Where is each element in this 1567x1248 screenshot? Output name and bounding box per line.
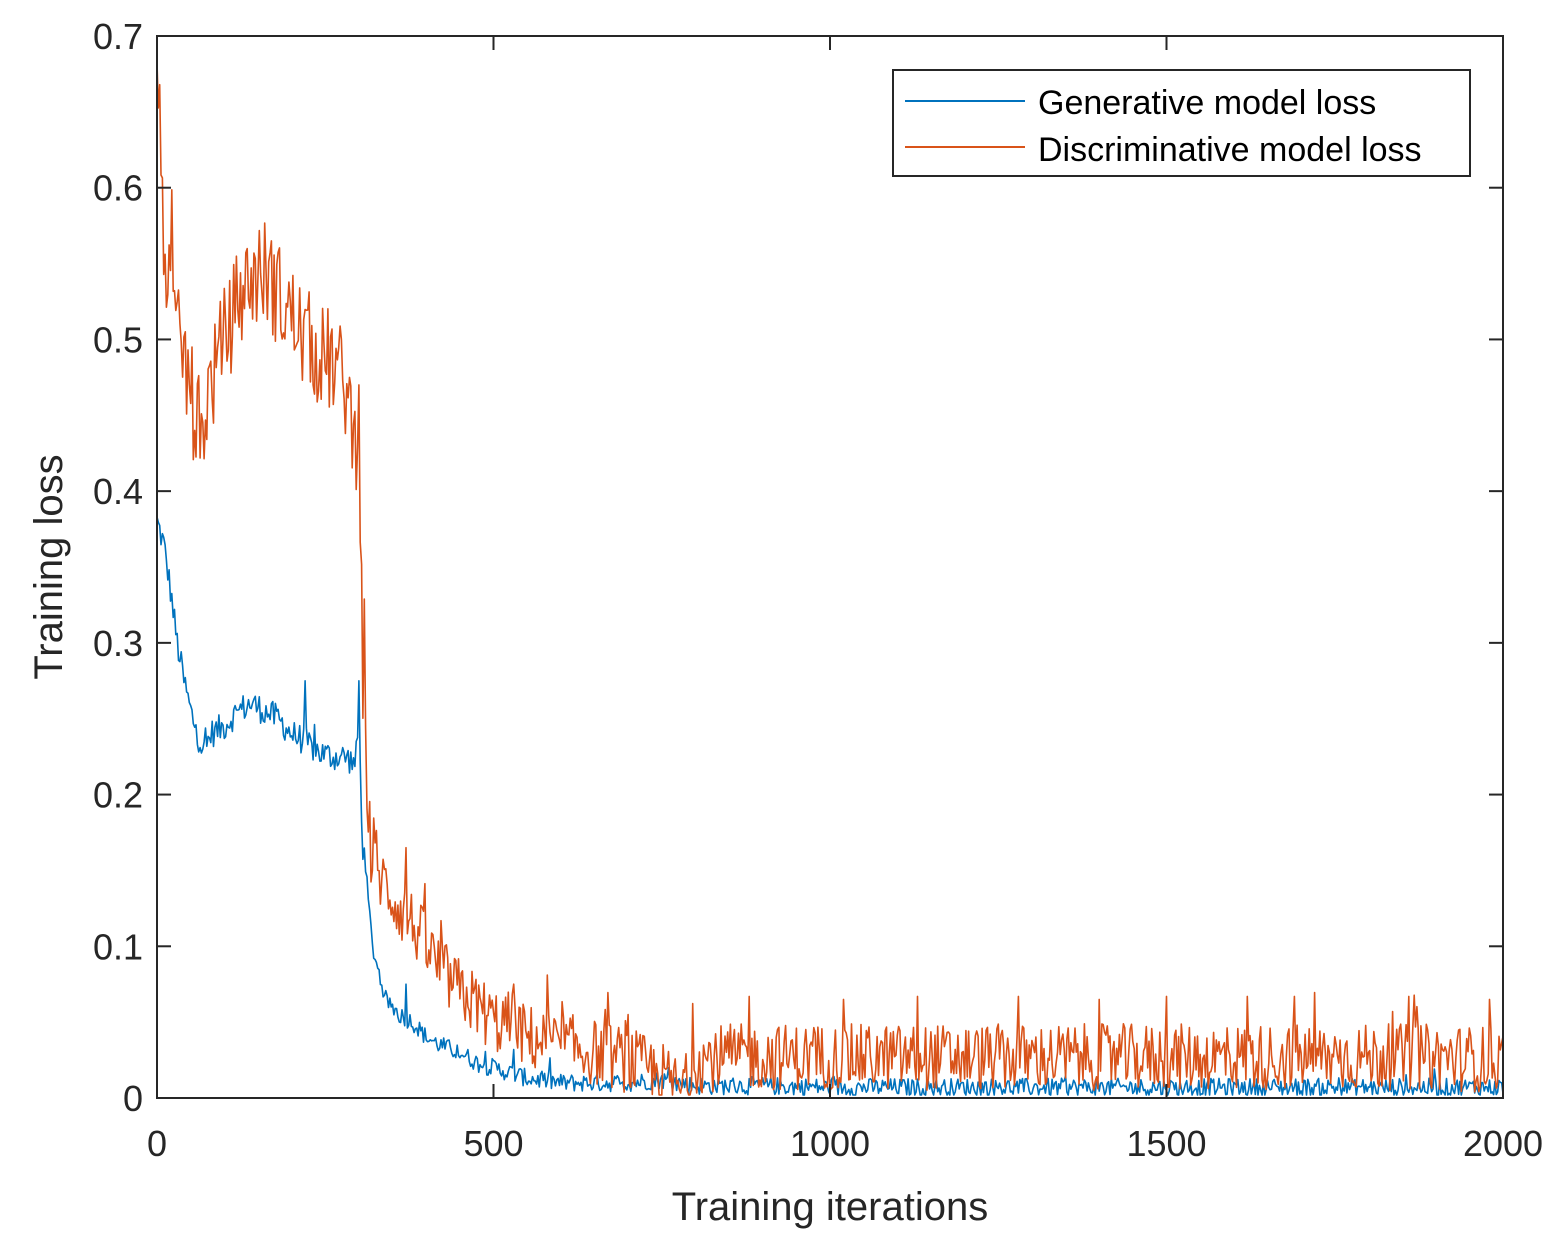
legend-box [892, 69, 1471, 177]
legend: Generative model loss Discriminative mod… [892, 69, 1471, 177]
y-tick-labels: 0 0.1 0.2 0.3 0.4 0.5 0.6 0.7 [93, 16, 143, 1119]
y-tick-label: 0 [123, 1078, 143, 1119]
legend-label-discriminative: Discriminative model loss [1038, 131, 1422, 169]
plot-background [157, 36, 1503, 1098]
y-tick-label: 0.5 [93, 319, 143, 360]
y-tick-label: 0.3 [93, 623, 143, 664]
x-tick-labels: 0 500 1000 1500 2000 [147, 1123, 1543, 1164]
tick-layer [156, 35, 1504, 1099]
x-tick-label: 1500 [1126, 1123, 1206, 1164]
x-tick-label: 2000 [1463, 1123, 1543, 1164]
x-tick-label: 1000 [790, 1123, 870, 1164]
legend-label-generative: Generative model loss [1038, 84, 1376, 122]
x-axis-title: Training iterations [672, 1185, 988, 1229]
y-tick-label: 0.7 [93, 16, 143, 57]
x-tick-label: 0 [147, 1123, 167, 1164]
y-tick-label: 0.2 [93, 775, 143, 816]
x-tick-label: 500 [463, 1123, 523, 1164]
y-tick-label: 0.4 [93, 471, 143, 512]
y-tick-label: 0.1 [93, 926, 143, 967]
y-tick-label: 0.6 [93, 168, 143, 209]
y-axis-title: Training loss [27, 454, 71, 679]
